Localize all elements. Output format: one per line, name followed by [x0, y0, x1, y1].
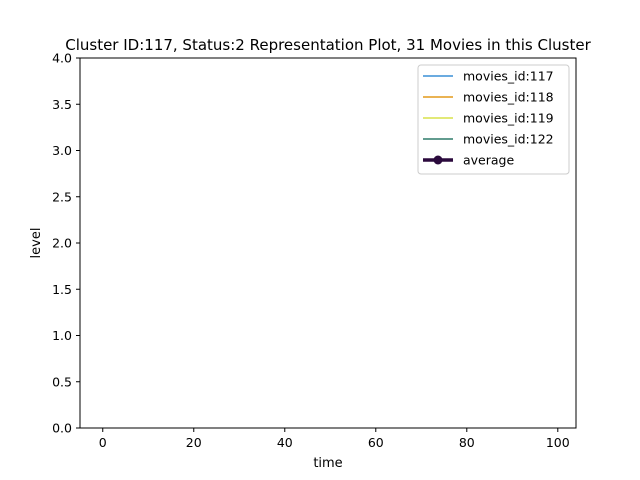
- x-axis: 0 20 40 60 80 100: [99, 428, 570, 450]
- legend: movies_id:117 movies_id:118 movies_id:119m…: [417, 64, 570, 175]
- y-tick-label: 3.0: [52, 143, 72, 158]
- y-tick-label: 2.5: [52, 189, 72, 204]
- x-axis-label: time: [313, 456, 342, 471]
- y-tick-label: 4.0: [52, 51, 72, 66]
- y-axis: 0.0 0.5 1.0 1.5 2.0 2.5 3.0 3.5 4.0: [52, 51, 80, 436]
- x-tick-label: 80: [459, 435, 475, 450]
- y-tick-label: 0.0: [52, 421, 72, 436]
- legend-label: movies_id:117: [463, 69, 554, 84]
- legend-label: average: [463, 153, 514, 168]
- x-tick-label: 60: [368, 435, 384, 450]
- y-tick-label: 1.5: [52, 282, 72, 297]
- legend-marker: [433, 155, 443, 165]
- y-tick-label: 3.5: [52, 97, 72, 112]
- x-tick-label: 100: [546, 435, 570, 450]
- x-tick-label: 40: [277, 435, 293, 450]
- legend-label: movies_id:119: [463, 111, 554, 126]
- chart-title: Cluster ID:117, Status:2 Representation …: [65, 36, 591, 54]
- legend-box: [417, 64, 570, 175]
- y-axis-label: level: [29, 228, 44, 259]
- legend-label: movies_id:122: [463, 132, 554, 147]
- x-tick-label: 0: [99, 435, 107, 450]
- y-tick-label: 1.0: [52, 328, 72, 343]
- y-tick-label: 2.0: [52, 236, 72, 251]
- y-tick-label: 0.5: [52, 374, 72, 389]
- legend-label: movies_id:118: [463, 90, 554, 105]
- x-tick-label: 20: [186, 435, 202, 450]
